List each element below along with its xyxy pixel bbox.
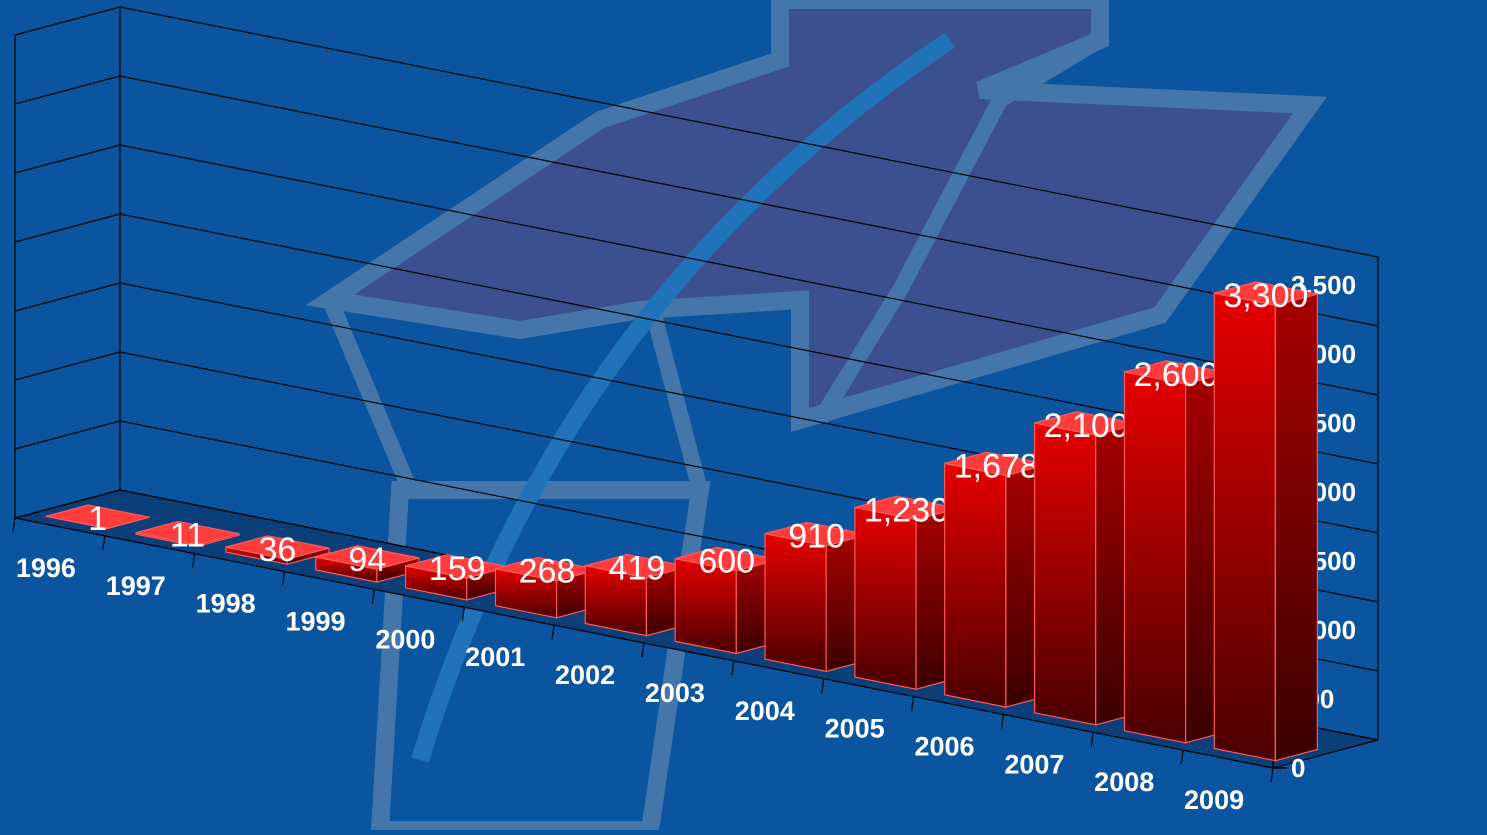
- bar-top: [225, 535, 330, 560]
- data-label: 11: [170, 517, 205, 555]
- bar-side: [1274, 293, 1319, 762]
- x-tick-mark: [281, 571, 286, 586]
- x-tick-mark: [461, 607, 465, 622]
- gridline: [119, 6, 1379, 258]
- x-tick-label: 2000: [375, 624, 435, 654]
- bar-front: [944, 462, 1007, 708]
- x-tick-mark: [821, 678, 825, 693]
- x-tick-mark: [1000, 714, 1005, 729]
- x-tick-mark: [910, 696, 915, 711]
- data-label: 600: [698, 543, 755, 581]
- bar-top: [46, 504, 150, 530]
- x-tick-label: 2004: [735, 696, 795, 726]
- x-tick-label: 2003: [645, 678, 705, 708]
- bar-top: [1214, 281, 1318, 306]
- x-tick-label: 1997: [106, 571, 166, 601]
- x-tick-label: 1999: [285, 607, 345, 637]
- x-tick-label: 2007: [1004, 749, 1064, 779]
- data-label: 1: [88, 500, 107, 538]
- x-tick-label: 1996: [16, 553, 76, 583]
- x-tick-mark: [1270, 767, 1274, 783]
- side-wall-gridline: [14, 420, 121, 450]
- bar-front: [1213, 292, 1277, 762]
- x-tick-label: 2009: [1184, 785, 1244, 815]
- side-wall-gridline: [14, 144, 121, 174]
- data-label: 94: [348, 541, 386, 579]
- x-tick-mark: [102, 535, 106, 550]
- side-wall-gridline: [14, 351, 121, 381]
- x-tick-label: 2001: [465, 642, 525, 672]
- data-label: 1,230: [864, 491, 949, 529]
- side-wall-gridline: [14, 6, 121, 36]
- data-label: 910: [788, 518, 845, 556]
- side-wall-gridline: [14, 75, 121, 105]
- x-tick-mark: [192, 553, 196, 568]
- x-tick-label: 2005: [825, 714, 885, 744]
- x-tick-label: 2006: [914, 732, 974, 762]
- data-label: 36: [259, 531, 297, 569]
- x-tick-mark: [641, 642, 645, 658]
- gridline: [119, 144, 1379, 396]
- data-label: 159: [429, 550, 486, 588]
- x-tick-label: 1998: [196, 589, 256, 619]
- gridline: [119, 75, 1379, 327]
- plot-area: 05001,0001,5002,0002,5003,0003,500199619…: [12, 6, 1379, 815]
- data-label: 419: [609, 550, 666, 588]
- bar-front: [1123, 371, 1187, 744]
- y-tick-label: 0: [1291, 753, 1305, 783]
- bar-front: [854, 506, 917, 690]
- x-tick-mark: [12, 517, 16, 533]
- x-tick-mark: [551, 625, 555, 640]
- x-tick-mark: [1180, 750, 1184, 765]
- data-label: 2,600: [1133, 356, 1218, 394]
- side-wall-gridline: [14, 489, 121, 519]
- x-tick-mark: [731, 660, 735, 675]
- data-label: 2,100: [1044, 407, 1129, 445]
- bar-front: [1033, 422, 1097, 726]
- data-label: 1,678: [954, 447, 1039, 485]
- bar-top: [315, 545, 420, 570]
- bar-top: [135, 520, 240, 546]
- data-label: 268: [519, 553, 576, 591]
- x-tick-mark: [1090, 732, 1094, 747]
- data-label: 3,300: [1223, 277, 1308, 315]
- x-tick-label: 2008: [1094, 767, 1154, 797]
- background-emblem: [305, 0, 1327, 835]
- side-wall-gridline: [14, 282, 121, 312]
- x-tick-label: 2002: [555, 660, 615, 690]
- side-wall-gridline: [14, 213, 121, 243]
- x-tick-mark: [371, 589, 376, 604]
